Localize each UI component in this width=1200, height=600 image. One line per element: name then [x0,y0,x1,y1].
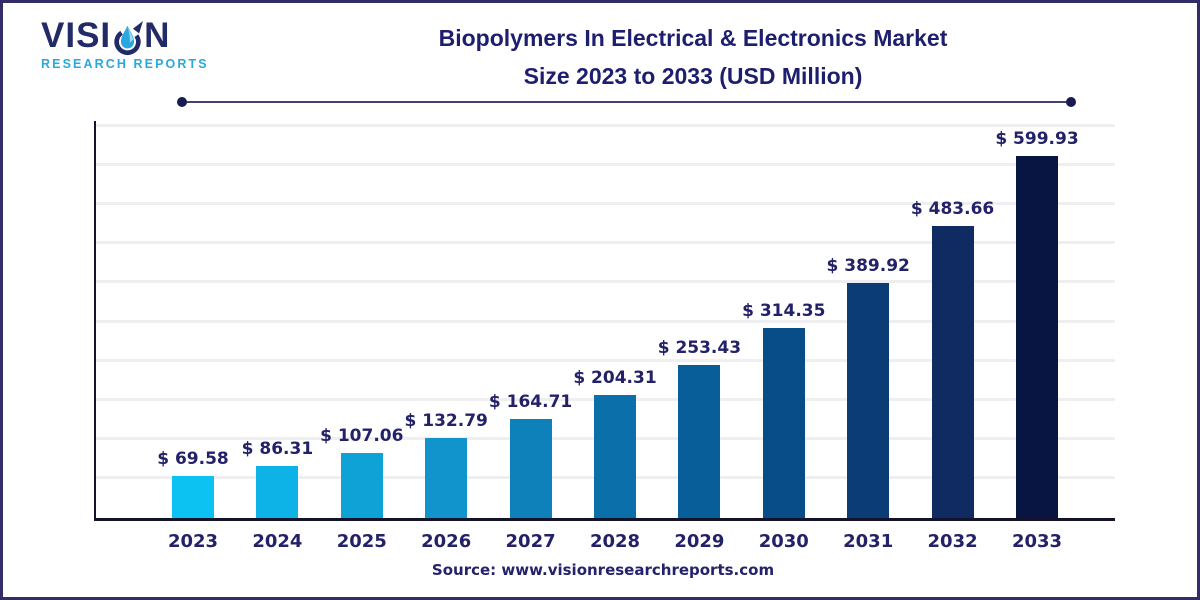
x-axis-label: 2026 [421,531,472,552]
x-axis-label: 2033 [1011,531,1063,552]
water-drop-swoosh-icon [114,20,144,56]
logo-text-suffix: N [144,16,171,55]
bar-value-label: $ 69.58 [157,449,229,470]
plot-area: $ 69.58 2023 $ 86.31 2024 $ 107.06 2025 $ 132.… [94,121,1115,552]
bar-2033 [1016,156,1058,518]
source-text: Source: www.visionresearchreports.com [431,561,775,579]
x-axis-label: 2024 [252,531,303,552]
logo-text-prefix: VISI [41,16,112,55]
gridline [96,163,1115,167]
divider-dot-right [1066,97,1076,107]
bar-value-label: $ 314.35 [742,301,826,322]
x-axis-label: 2032 [927,531,978,552]
bar-value-label: $ 253.43 [657,338,742,359]
gridline [96,124,1115,127]
bar-2029 [678,365,721,518]
gridline [96,358,1115,362]
logo: VISI N RESEARCH REPORTS [41,16,211,71]
x-axis-label: 2025 [336,531,387,552]
bar-value-label: $ 164.71 [488,391,573,412]
logo-wordmark: VISI N [41,16,211,56]
chart-title-line2: Size 2023 to 2033 (USD Million) [523,63,863,89]
bar-value-label: $ 132.79 [404,410,488,431]
bar-2030 [762,328,805,518]
bar-value-label: $ 107.06 [320,426,404,447]
x-axis-label: 2030 [758,531,809,552]
chart-title: Biopolymers In Electrical & Electronics … [333,19,1053,95]
bar-value-label: $ 483.66 [910,199,995,220]
bar-2026 [425,437,468,518]
header-divider [177,97,1076,107]
bar-value-label: $ 86.31 [241,438,314,459]
x-axis-label: 2029 [674,531,725,552]
chart-title-line1: Biopolymers In Electrical & Electronics … [438,25,948,51]
gridline [96,241,1115,245]
bar-value-label: $ 599.93 [995,129,1079,149]
bar-value-label: $ 389.92 [826,255,910,276]
bar-2024 [256,465,299,518]
x-axis-label: 2031 [843,531,894,552]
gridline [96,319,1115,323]
bar-2025 [340,453,383,518]
bar-2027 [509,418,552,518]
gridline [96,280,1115,284]
divider-dot-left [177,97,187,107]
x-axis-label: 2028 [589,531,641,552]
x-axis-label: 2023 [167,531,219,552]
bar-2032 [931,226,974,518]
logo-subtitle: RESEARCH REPORTS [41,57,209,71]
gridline [96,202,1115,206]
bar-2023 [172,476,214,518]
bar-value-label: $ 204.31 [573,367,657,388]
bar-2028 [594,394,636,518]
x-axis-label: 2027 [505,531,556,552]
bar-2031 [847,282,890,518]
